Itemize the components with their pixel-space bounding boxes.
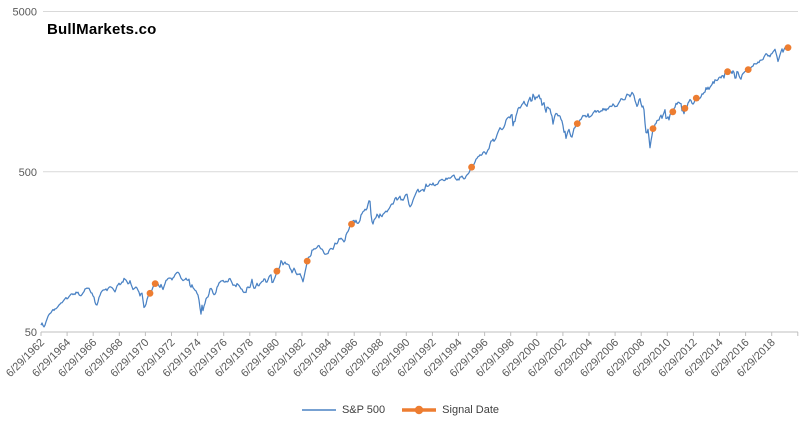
page-title: BullMarkets.co — [47, 21, 157, 38]
signal-date-marker — [692, 94, 700, 102]
signal-date-marker — [146, 289, 154, 297]
signal-date-marker — [151, 280, 159, 287]
signal-date-marker — [681, 104, 689, 112]
y-axis-tick-label: 500 — [19, 167, 37, 179]
y-axis-tick-label: 5000 — [13, 7, 37, 19]
signal-date-marker — [348, 220, 355, 228]
signal-date-marker — [669, 108, 677, 116]
legend-item-signal-date: Signal Date — [401, 404, 499, 416]
signal-date-marker — [784, 44, 792, 51]
sp500-line-swatch-icon — [301, 409, 336, 411]
signal-date-marker — [724, 68, 731, 76]
legend-label-sp500: S&P 500 — [341, 404, 386, 416]
signal-date-marker — [744, 66, 752, 73]
legend-item-sp500: S&P 500 — [301, 404, 385, 416]
signal-date-marker — [303, 257, 311, 265]
signal-date-swatch-icon — [402, 405, 437, 415]
sp500-price-line — [40, 47, 789, 328]
chart-legend: S&P 500 Signal Date — [0, 404, 800, 416]
signal-date-marker — [573, 120, 581, 127]
signal-date-marker — [273, 267, 281, 275]
signal-date-marker — [468, 163, 475, 171]
signal-date-marker — [649, 125, 657, 132]
legend-label-signal-date: Signal Date — [442, 404, 500, 416]
y-axis-tick-label: 50 — [25, 327, 37, 339]
